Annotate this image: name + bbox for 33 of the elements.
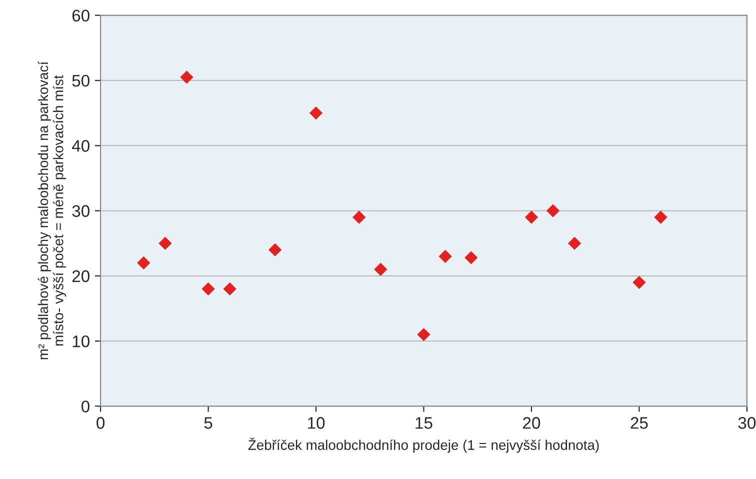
- y-axis-title: m² podlahové plochy maloobchodu na parkovací místo- vyšší počet = méně parkovacích míst: [38, 61, 66, 360]
- point: [202, 282, 215, 296]
- point: [309, 106, 323, 120]
- point: [268, 243, 282, 256]
- y-tick-label: 40: [72, 140, 90, 152]
- y-tick-label: 20: [72, 270, 90, 282]
- x-tick-label: 25: [630, 417, 648, 429]
- point: [352, 210, 366, 224]
- x-tick-label: 10: [308, 417, 325, 429]
- point: [632, 276, 646, 290]
- point: [158, 236, 172, 250]
- y-tick-label: 60: [72, 10, 90, 22]
- y-tick-label: 10: [72, 335, 90, 348]
- point: [180, 70, 194, 84]
- point: [137, 256, 150, 270]
- point: [223, 282, 236, 296]
- x-tick-label: 0: [96, 417, 105, 429]
- point: [417, 328, 430, 342]
- y-tick-label: 50: [72, 74, 90, 87]
- point: [438, 250, 452, 263]
- point: [374, 262, 388, 276]
- x-tick-label: 5: [204, 417, 212, 429]
- point: [654, 210, 668, 224]
- x-tick-label: 30: [738, 417, 756, 429]
- x-tick-label: 15: [416, 417, 432, 429]
- x-axis-title: Žebříček maloobchodního prodeje (1 = nejvyšší hodnota): [248, 438, 599, 453]
- point: [568, 236, 582, 250]
- point: [524, 210, 538, 224]
- point: [464, 251, 478, 264]
- point: [546, 204, 560, 218]
- y-tick-label: 30: [72, 205, 90, 217]
- x-tick-label: 20: [523, 417, 540, 429]
- y-tick-label: 0: [82, 400, 90, 412]
